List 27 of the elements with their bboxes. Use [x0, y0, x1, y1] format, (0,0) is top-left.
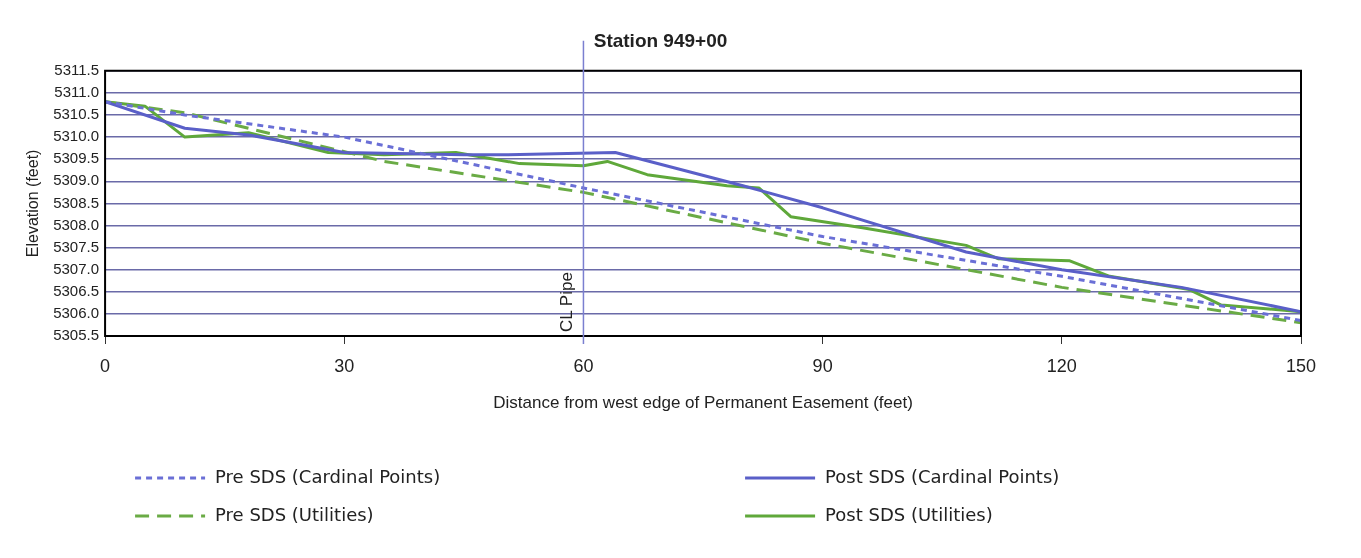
y-tick-label: 5311.5 [54, 60, 100, 78]
x-tick-label: 120 [1046, 355, 1077, 376]
y-tick-label: 5309.0 [53, 171, 100, 189]
ref-line-label: CL Pipe [556, 272, 576, 332]
x-tick-label: 150 [1285, 355, 1317, 376]
y-tick-label: 5307.5 [53, 237, 100, 255]
y-tick-label: 5310.0 [53, 127, 100, 145]
y-tick-label: 5307.0 [53, 259, 100, 277]
y-tick-label: 5306.0 [53, 304, 100, 322]
y-tick-label: 5308.5 [53, 193, 100, 211]
legend-label: Pre SDS (Cardinal Points) [215, 465, 441, 487]
legend-label: Post SDS (Utilities) [825, 503, 993, 525]
x-tick-label: 90 [812, 355, 833, 376]
y-tick-label: 5306.5 [53, 281, 100, 299]
y-tick-label: 5311.0 [54, 83, 100, 101]
x-tick-label: 30 [334, 355, 355, 376]
y-tick-label: 5310.5 [53, 105, 100, 123]
y-tick-label: 5309.5 [53, 149, 100, 167]
x-axis-title: Distance from west edge of Permanent Easement (feet) [493, 393, 913, 413]
legend-label: Pre SDS (Utilities) [215, 503, 374, 525]
legend-label: Post SDS (Cardinal Points) [825, 465, 1060, 487]
y-tick-label: 5308.0 [53, 215, 100, 233]
x-tick-label: 0 [100, 355, 111, 376]
x-tick-label: 60 [573, 355, 594, 376]
chart-title: Station 949+00 [593, 29, 728, 51]
y-axis-title: Elevation (feet) [24, 149, 42, 258]
y-tick-label: 5305.5 [53, 326, 100, 344]
